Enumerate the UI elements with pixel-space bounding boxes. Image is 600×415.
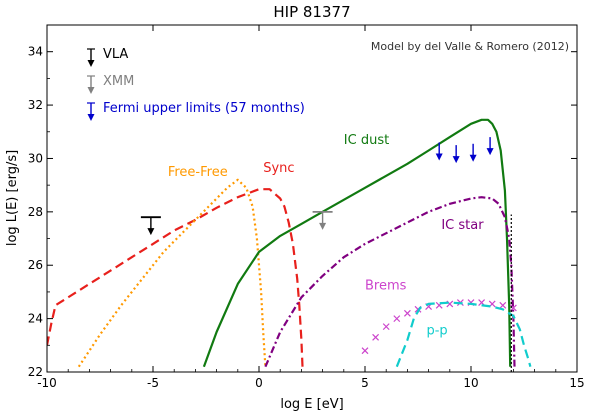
axes: -10 -5 0 5 10 15 22 24 26 28 30 32 34 <box>28 25 585 390</box>
label-ic-star: IC star <box>441 218 484 233</box>
series-brems-marker <box>372 333 380 341</box>
plot-frame <box>46 24 578 373</box>
series-free-free-line <box>77 178 267 368</box>
series-ic-dust-line <box>202 118 512 368</box>
label-ic-dust: IC dust <box>344 133 389 148</box>
y-tick-label: 24 <box>28 312 43 326</box>
legend-fermi-marker <box>87 103 95 121</box>
series-brems-marker <box>403 309 411 317</box>
chart-title: HIP 81377 <box>273 3 350 21</box>
label-brems: Brems <box>365 278 407 293</box>
legend-vla-marker-head <box>87 60 95 67</box>
x-tick-label: -5 <box>147 376 159 390</box>
y-tick-label: 28 <box>28 205 43 219</box>
legend-xmm-label: XMM <box>103 74 134 89</box>
y-tick-label: 26 <box>28 258 43 272</box>
label-free-free: Free-Free <box>168 165 228 180</box>
upper-limit-vla <box>140 216 161 236</box>
series-brems-marker <box>499 301 507 309</box>
series-sync-line <box>47 188 304 367</box>
label-p-p: p-p <box>426 324 447 339</box>
y-tick-label: 32 <box>28 98 43 112</box>
upper-limit-fermi <box>486 137 494 156</box>
chart-subtitle: Model by del Valle & Romero (2012) <box>371 40 569 53</box>
legend: VLA XMM Fermi upper limits (57 months) <box>87 47 305 121</box>
series-brems-marker <box>361 347 369 355</box>
upper-limit-fermi-head <box>486 148 494 156</box>
series-brems-marker <box>393 315 401 323</box>
legend-vla-label: VLA <box>103 47 128 62</box>
legend-xmm-marker <box>87 76 95 94</box>
y-tick-label: 30 <box>28 151 43 165</box>
x-tick-label: 15 <box>569 376 584 390</box>
x-axis-label: log E [eV] <box>280 397 343 412</box>
upper-limit-vla-head <box>147 228 155 236</box>
upper-limit-fermi-head <box>452 156 460 164</box>
legend-fermi-marker-head <box>87 114 95 121</box>
upper-limit-fermi <box>469 143 477 162</box>
y-axis-label: log L(E) [erg/s] <box>5 150 20 246</box>
upper-limit-fermi-head <box>469 154 477 162</box>
legend-xmm-marker-head <box>87 87 95 94</box>
legend-vla-marker <box>87 49 95 67</box>
x-tick-label: -10 <box>37 376 57 390</box>
series-p-p-line <box>395 301 532 368</box>
upper-limit-fermi <box>452 145 460 164</box>
y-tick-label: 34 <box>28 45 43 59</box>
series-ic-star-line <box>264 196 516 368</box>
legend-fermi-label: Fermi upper limits (57 months) <box>103 101 305 116</box>
upper-limit-fermi <box>435 142 443 161</box>
x-tick-label: 5 <box>361 376 369 390</box>
series-brems-marker <box>382 323 390 331</box>
x-tick-label: 0 <box>255 376 263 390</box>
upper-limit-fermi-head <box>435 153 443 161</box>
upper-limit-xmm-head <box>319 222 327 230</box>
y-tick-label: 22 <box>28 365 43 379</box>
upper-limit-xmm <box>312 210 333 230</box>
x-tick-label: 10 <box>463 376 478 390</box>
plot-area: Free-Free Sync IC dust IC star Brems p-p <box>47 118 532 372</box>
label-sync: Sync <box>263 161 294 176</box>
series-brems-marker <box>509 304 517 312</box>
